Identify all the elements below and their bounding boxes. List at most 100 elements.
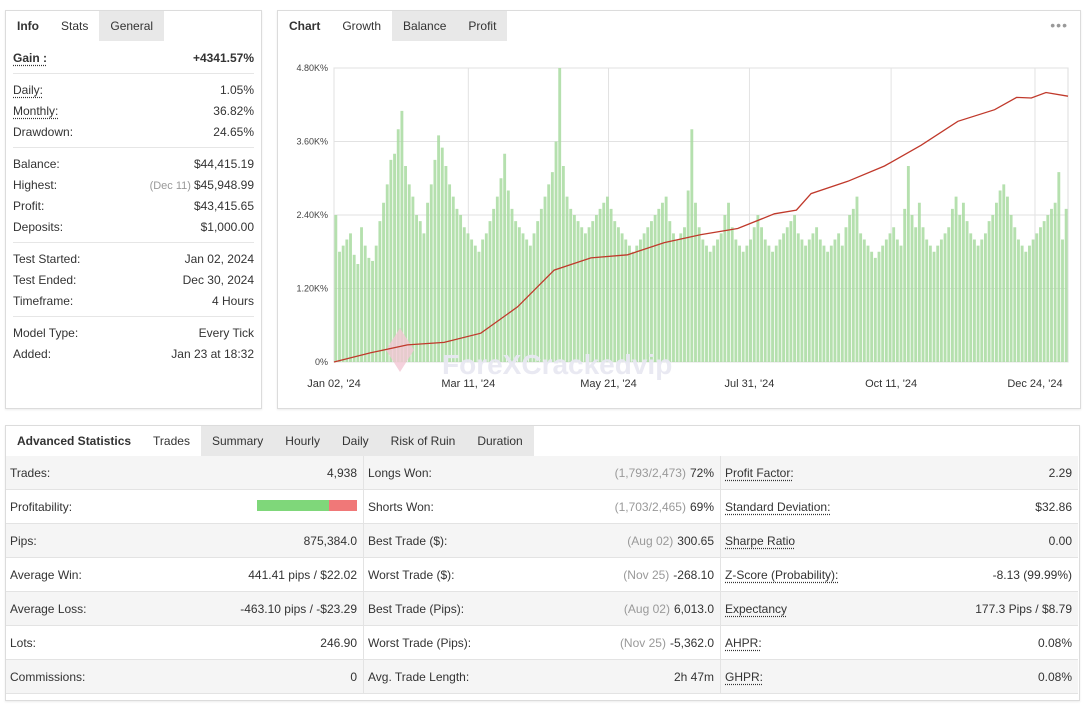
tab-summary[interactable]: Summary — [200, 426, 275, 456]
bar — [804, 245, 808, 362]
model-type-value: Every Tick — [198, 325, 254, 340]
bar — [635, 245, 639, 362]
bar — [338, 251, 341, 362]
bar — [793, 215, 797, 362]
more-menu-icon[interactable]: ••• — [1050, 17, 1068, 33]
gain-value: +4341.57% — [192, 50, 254, 65]
test-ended-label: Test Ended: — [13, 272, 77, 287]
bar — [822, 245, 826, 362]
stat-value: (Nov 25) -5,362.0 — [620, 636, 714, 650]
stat-value: 0.00 — [1049, 534, 1072, 548]
bar — [749, 239, 752, 362]
bar — [363, 245, 367, 362]
stat-label[interactable]: AHPR: — [725, 635, 762, 650]
tab-risk-of-ruin[interactable]: Risk of Ruin — [379, 426, 467, 456]
tab-daily[interactable]: Daily — [330, 426, 380, 456]
stat-profitability: Profitability: — [6, 490, 364, 524]
stat-value: 0 — [350, 670, 357, 684]
table-row: Average Loss: -463.10 pips / -$23.29 Best … — [6, 592, 1079, 626]
gain-label[interactable]: Gain : — [13, 50, 48, 65]
stat-label[interactable]: Standard Deviation: — [725, 499, 831, 514]
bar — [1042, 221, 1046, 362]
bar — [462, 227, 466, 362]
bar — [914, 227, 918, 362]
bar — [514, 221, 518, 362]
bar — [374, 245, 378, 362]
bar — [576, 221, 580, 362]
bar — [499, 178, 503, 362]
bar — [583, 233, 587, 362]
tab-hourly[interactable]: Hourly — [274, 426, 331, 456]
advanced-tabs: Advanced Statistics Trades Summary Hourl… — [6, 426, 1079, 456]
profit-value: $43,415.65 — [193, 198, 254, 213]
bar — [848, 215, 852, 362]
stat-label: Commissions: — [10, 669, 86, 684]
tab-balance[interactable]: Balance — [392, 11, 458, 41]
tab-profit[interactable]: Profit — [457, 11, 508, 41]
x-tick-label: May 21, '24 — [580, 378, 637, 390]
stat-ghpr: GHPR: 0.08% — [721, 660, 1078, 694]
stat-value-text: 875,384.0 — [303, 533, 357, 548]
bar — [539, 208, 543, 362]
x-tick-label: Mar 11, '24 — [441, 378, 495, 390]
tab-stats[interactable]: Stats — [50, 11, 100, 41]
bar — [694, 202, 697, 362]
bar — [444, 166, 448, 362]
bar — [741, 251, 745, 362]
daily-label[interactable]: Daily: — [13, 82, 44, 97]
bar — [921, 227, 925, 362]
growth-line — [333, 91, 1069, 363]
bar — [521, 233, 525, 362]
tab-info[interactable]: Info — [6, 11, 50, 41]
tab-general[interactable]: General — [99, 11, 165, 41]
bar — [400, 110, 404, 362]
bar — [771, 251, 774, 362]
bar — [910, 215, 914, 362]
test-started-value: Jan 02, 2024 — [184, 251, 254, 266]
bar — [727, 202, 730, 362]
stat-label[interactable]: Expectancy — [725, 601, 788, 616]
bar — [1064, 208, 1068, 362]
bar — [668, 221, 672, 362]
bar — [639, 239, 642, 362]
bar — [572, 215, 576, 362]
tab-chart[interactable]: Chart — [278, 11, 332, 41]
stat-value-text: 441.41 pips / $22.02 — [248, 567, 357, 582]
bar — [631, 251, 635, 362]
tab-duration[interactable]: Duration — [466, 426, 534, 456]
tab-advanced-statistics[interactable]: Advanced Statistics — [6, 426, 143, 456]
bar — [859, 233, 863, 362]
bar — [712, 245, 716, 362]
tab-trades[interactable]: Trades — [142, 426, 201, 456]
bar — [862, 239, 866, 362]
monthly-label[interactable]: Monthly: — [13, 103, 59, 118]
bar — [616, 227, 620, 362]
table-row: Average Win: 441.41 pips / $22.02 Worst Tr… — [6, 558, 1079, 592]
bar — [558, 68, 562, 362]
growth-chart: 0% 1.20K% 2.40K% 3.60K% 4.80K% Jan 02, '24 Mar… — [296, 63, 1069, 390]
stat-trades: Trades: 4,938 — [6, 456, 364, 490]
tab-growth[interactable]: Growth — [331, 11, 393, 41]
bar — [866, 245, 870, 362]
stat-label: Avg. Trade Length: — [368, 669, 470, 684]
bar — [1020, 245, 1024, 362]
stat-value-text: 2.29 — [1048, 465, 1072, 480]
stat-value-text: 0 — [350, 669, 357, 684]
chart-panel: Chart Growth Balance Profit ••• 0% 1.20K%… — [277, 10, 1081, 409]
stat-label[interactable]: GHPR: — [725, 669, 764, 684]
bar — [1024, 251, 1028, 362]
stat-label[interactable]: Z-Score (Probability): — [725, 567, 839, 582]
stat-label[interactable]: Profit Factor: — [725, 465, 794, 480]
stat-value: 0.08% — [1038, 670, 1072, 684]
stat-label[interactable]: Sharpe Ratio — [725, 533, 796, 548]
bar — [1046, 215, 1050, 362]
stat-lots: Lots: 246.90 — [6, 626, 364, 660]
bar — [1002, 184, 1006, 362]
stat-note: (1,703/2,465) — [614, 499, 686, 514]
bar — [664, 196, 668, 362]
stat-sharpe-ratio: Sharpe Ratio 0.00 — [721, 524, 1078, 558]
stat-value: 0.08% — [1038, 636, 1072, 650]
bar — [451, 196, 455, 362]
stat-value-text: 177.3 Pips / $8.79 — [975, 601, 1072, 616]
bar — [547, 184, 551, 362]
